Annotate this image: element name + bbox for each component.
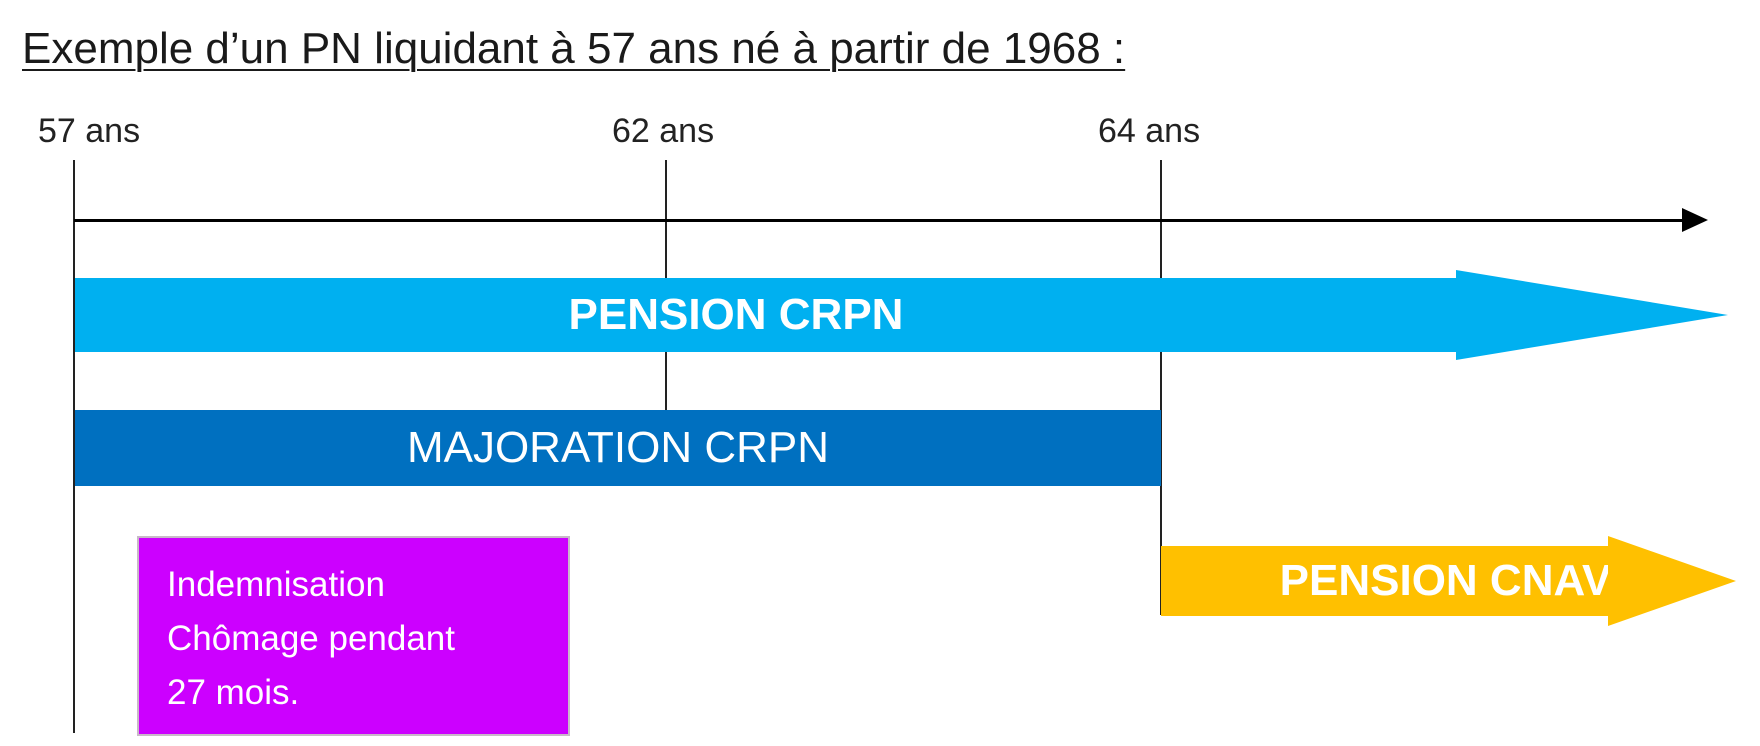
page-title: Exemple d’un PN liquidant à 57 ans né à … <box>22 24 1126 73</box>
timeline-arrowhead <box>1682 208 1708 232</box>
age-label-57: 57 ans <box>38 112 141 150</box>
pension-crpn-arrowhead <box>1456 270 1728 360</box>
chomage-indemnisation-box: Indemnisation Chômage pendant 27 mois. <box>137 536 570 736</box>
timeline-axis <box>74 219 1684 222</box>
chomage-line-1: Indemnisation <box>167 565 385 604</box>
age-label-62: 62 ans <box>612 112 715 150</box>
majoration-crpn-label: MAJORATION CRPN <box>406 423 830 472</box>
pension-crpn-label: PENSION CRPN <box>568 290 904 339</box>
chomage-line-3: 27 mois. <box>167 673 300 712</box>
chomage-line-2: Chômage pendant <box>167 619 455 658</box>
pension-cnav-arrowhead <box>1608 536 1736 626</box>
age-label-64: 64 ans <box>1098 112 1201 150</box>
pension-cnav-band: PENSION CNAV <box>1161 546 1612 616</box>
marker-line-57 <box>73 160 75 733</box>
majoration-crpn-band: MAJORATION CRPN <box>75 410 1161 486</box>
pension-cnav-label: PENSION CNAV <box>1279 556 1612 605</box>
marker-line-64 <box>1160 160 1162 615</box>
pension-crpn-band: PENSION CRPN <box>75 278 1457 352</box>
